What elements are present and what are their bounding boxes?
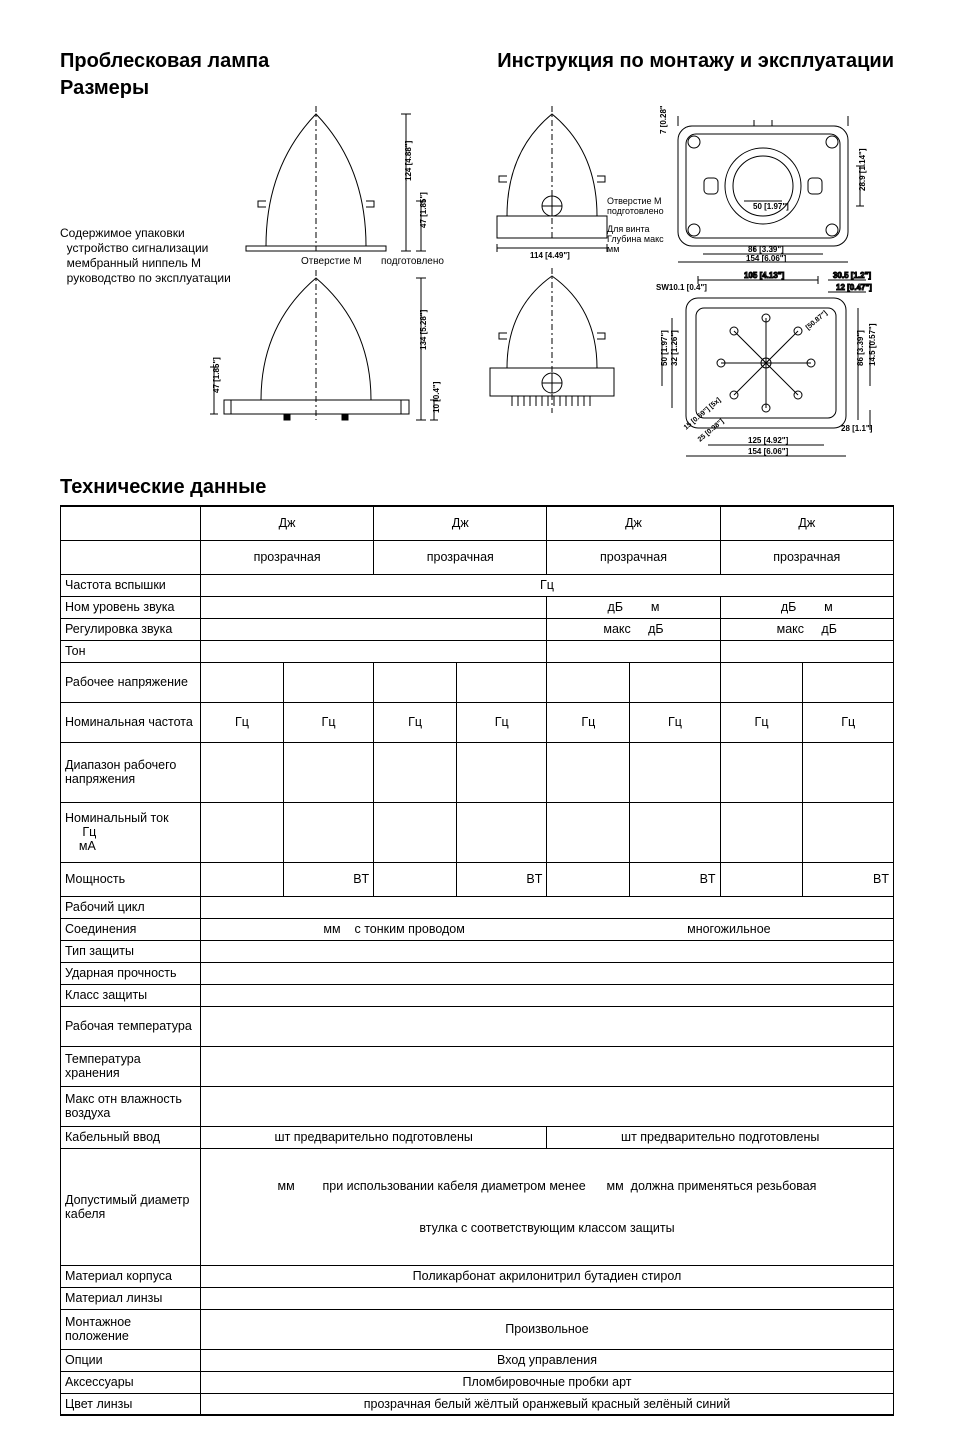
svg-text:114 [4.49"]: 114 [4.49"] (530, 251, 570, 260)
svg-text:25 [0.98"]: 25 [0.98"] (697, 418, 726, 444)
svg-text:28 [1.1"]: 28 [1.1"] (841, 424, 873, 433)
tech-title: Технические данные (60, 476, 894, 499)
tech-table: Дж Дж Дж Дж прозрачная прозрачная прозра… (60, 505, 894, 1416)
subheader: Размеры (60, 77, 894, 100)
pkg-l3: руководство по эксплуатации (60, 271, 200, 286)
diagram-area: Содержимое упаковки устройство сигнализа… (60, 106, 894, 470)
pkg-l2: мембранный ниппель М (60, 256, 200, 271)
svg-text:Отверстие М: Отверстие М (301, 256, 362, 266)
svg-text:154 [6.06"]: 154 [6.06"] (748, 447, 789, 456)
svg-text:14.5 [0.57"]: 14.5 [0.57"] (868, 323, 877, 366)
diagram-6: 105 [4.13"] 30.5 [1.2"] 12 [0.47"] (648, 270, 878, 470)
pkg-title: Содержимое упаковки (60, 226, 200, 241)
svg-text:105 [4.13"]: 105 [4.13"] (744, 271, 785, 280)
svg-text:47 [1.85"]: 47 [1.85"] (212, 357, 221, 393)
svg-text:28.9 [1.14"]: 28.9 [1.14"] (858, 148, 867, 191)
svg-text:32 [1.26"]: 32 [1.26"] (670, 330, 679, 366)
cable-diam-line1: мм при использовании кабеля диаметром ме… (205, 1179, 889, 1193)
svg-text:47 [1.85"]: 47 [1.85"] (419, 192, 428, 228)
svg-text:125 [4.92"]: 125 [4.92"] (748, 436, 789, 445)
svg-text:подготовлено: подготовлено (381, 256, 444, 266)
svg-text:124 [4.88"]: 124 [4.88"] (404, 140, 413, 181)
header-right: Инструкция по монтажу и эксплуатации (497, 50, 894, 73)
svg-text:SW10.1 [0.4"]: SW10.1 [0.4"] (656, 283, 707, 292)
svg-text:86 [3.39"]: 86 [3.39"] (856, 330, 865, 366)
diagram-1: 124 [4.88"] 47 [1.85"] Отверстие М подго… (206, 106, 476, 266)
svg-text:50 [1.97"]: 50 [1.97"] (660, 330, 669, 366)
diagram-4 (482, 268, 642, 418)
svg-text:7 [0.28"]: 7 [0.28"] (659, 106, 668, 134)
svg-text:134 [5.28"]: 134 [5.28"] (419, 309, 428, 350)
svg-text:86 [3.39"]: 86 [3.39"] (748, 245, 784, 254)
pkg-l1: устройство сигнализации (60, 241, 200, 256)
svg-text:12 [0.47"]: 12 [0.47"] (836, 283, 872, 292)
d3-s2: Глубина макс (607, 234, 687, 244)
d3-s3: мм (607, 244, 687, 254)
svg-text:[50.87"]: [50.87"] (805, 310, 829, 332)
d3-hole: Отверстие М (607, 196, 687, 206)
cable-diam-line2: втулка с соответствующим классом защиты (205, 1221, 889, 1235)
d3-prep: подготовлено (607, 206, 687, 216)
diagram-2: 134 [5.28"] 10 [0.4"] 47 [1.85"] (206, 270, 476, 430)
svg-text:10 [0.4"]: 10 [0.4"] (432, 381, 441, 413)
d3-s1: Для винта (607, 224, 687, 234)
svg-text:50 [1.97"]: 50 [1.97"] (753, 202, 789, 211)
svg-text:154 [6.06"]: 154 [6.06"] (746, 254, 787, 263)
svg-text:30.5 [1.2"]: 30.5 [1.2"] (833, 271, 871, 280)
header-left: Проблесковая лампа (60, 50, 269, 73)
